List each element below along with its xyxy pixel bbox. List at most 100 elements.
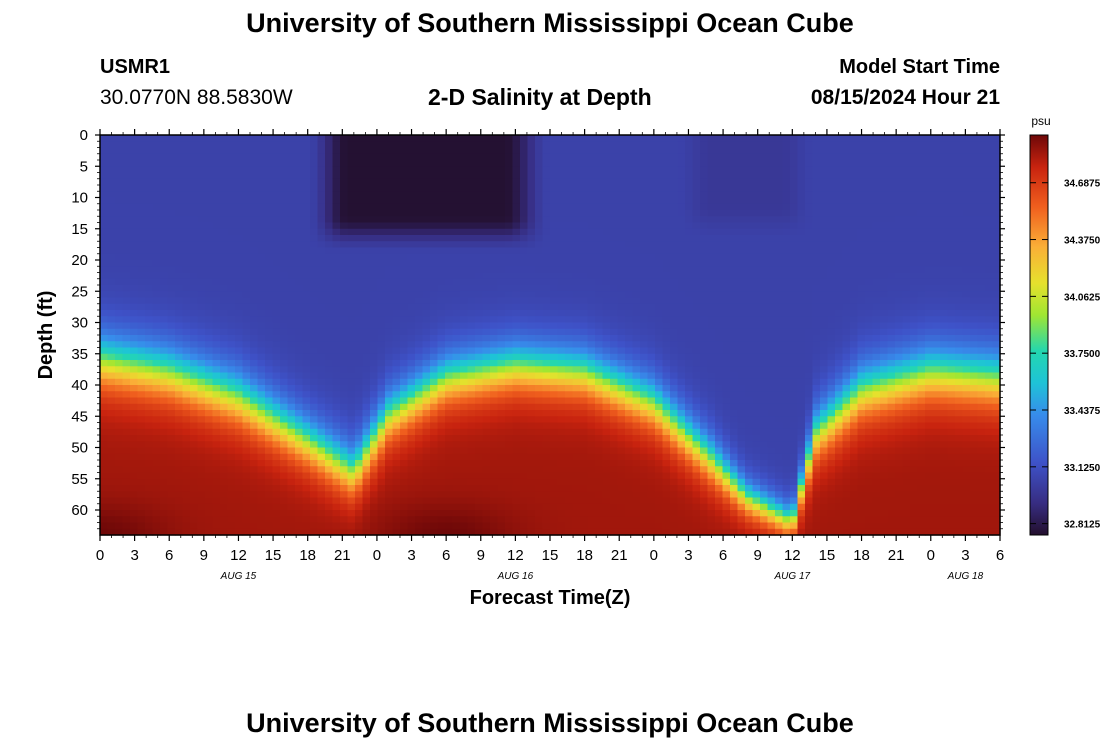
heatmap-cell (460, 391, 469, 399)
heatmap-cell (392, 422, 401, 430)
heatmap-cell (332, 491, 341, 499)
heatmap-cell (430, 497, 439, 505)
heatmap-cell (655, 310, 664, 317)
heatmap-cell (392, 366, 401, 374)
heatmap-cell (662, 447, 671, 455)
heatmap-cell (325, 491, 334, 499)
heatmap-cell (317, 341, 326, 349)
heatmap-cell (677, 422, 686, 430)
heatmap-cell (370, 416, 379, 424)
heatmap-cell (272, 366, 281, 374)
heatmap-cell (107, 147, 116, 155)
heatmap-cell (122, 441, 131, 449)
heatmap-cell (677, 141, 686, 149)
heatmap-cell (407, 210, 416, 217)
heatmap-cell (310, 178, 319, 186)
heatmap-cell (197, 491, 206, 499)
heatmap-cell (107, 166, 116, 174)
heatmap-cell (347, 416, 356, 424)
heatmap-cell (407, 522, 416, 530)
heatmap-cell (602, 310, 611, 317)
heatmap-cell (115, 416, 124, 424)
heatmap-cell (587, 178, 596, 186)
heatmap-cell (430, 135, 439, 142)
heatmap-cell (355, 335, 364, 342)
heatmap-cell (430, 328, 439, 336)
heatmap-cell (167, 310, 176, 317)
heatmap-cell (662, 253, 671, 261)
heatmap-cell (430, 391, 439, 399)
heatmap-cell (392, 166, 401, 174)
heatmap-cell (175, 478, 184, 486)
heatmap-cell (632, 241, 641, 249)
heatmap-cell (107, 316, 116, 324)
heatmap-cell (677, 322, 686, 330)
heatmap-cell (340, 228, 349, 236)
heatmap-cell (370, 422, 379, 430)
heatmap-cell (572, 303, 581, 311)
heatmap-cell (257, 166, 266, 174)
heatmap-cell (235, 135, 244, 142)
heatmap-cell (167, 441, 176, 449)
heatmap-cell (220, 347, 229, 355)
heatmap-cell (557, 291, 566, 299)
heatmap-cell (130, 441, 139, 449)
heatmap-cell (317, 497, 326, 505)
heatmap-cell (362, 216, 371, 224)
heatmap-cell (122, 191, 131, 199)
heatmap-cell (467, 166, 476, 174)
heatmap-cell (550, 185, 559, 192)
heatmap-cell (250, 391, 259, 399)
heatmap-cell (595, 328, 604, 336)
heatmap-cell (392, 447, 401, 455)
heatmap-cell (505, 372, 514, 380)
heatmap-cell (317, 241, 326, 249)
heatmap-cell (557, 491, 566, 499)
heatmap-cell (460, 147, 469, 155)
heatmap-cell (422, 416, 431, 424)
heatmap-cell (452, 216, 461, 224)
heatmap-cell (460, 335, 469, 342)
heatmap-cell (595, 422, 604, 430)
heatmap-cell (437, 247, 446, 255)
heatmap-cell (325, 328, 334, 336)
heatmap-cell (460, 241, 469, 249)
heatmap-cell (422, 172, 431, 180)
heatmap-cell (107, 210, 116, 217)
heatmap-cell (220, 191, 229, 199)
heatmap-cell (205, 272, 214, 280)
heatmap-cell (520, 522, 529, 530)
heatmap-cell (520, 372, 529, 380)
heatmap-cell (242, 278, 251, 286)
heatmap-cell (340, 260, 349, 267)
heatmap-cell (542, 466, 551, 474)
heatmap-cell (287, 222, 296, 230)
heatmap-cell (565, 360, 574, 367)
heatmap-cell (197, 147, 206, 155)
heatmap-cell (467, 422, 476, 430)
heatmap-cell (205, 391, 214, 399)
heatmap-cell (587, 260, 596, 267)
heatmap-cell (415, 522, 424, 530)
heatmap-cell (625, 235, 634, 242)
heatmap-cell (602, 291, 611, 299)
heatmap-cell (520, 403, 529, 411)
heatmap-cell (580, 416, 589, 424)
heatmap-cell (362, 203, 371, 211)
heatmap-cell (512, 222, 521, 230)
heatmap-cell (242, 135, 251, 142)
heatmap-cell (107, 460, 116, 467)
heatmap-cell (467, 491, 476, 499)
heatmap-cell (595, 185, 604, 192)
heatmap-cell (467, 528, 476, 536)
heatmap-cell (325, 191, 334, 199)
heatmap-cell (167, 303, 176, 311)
heatmap-cell (512, 485, 521, 492)
heatmap-cell (265, 310, 274, 317)
heatmap-cell (347, 197, 356, 205)
heatmap-cell (610, 453, 619, 461)
heatmap-cell (325, 160, 334, 167)
heatmap-cell (100, 397, 109, 405)
heatmap-cell (527, 216, 536, 224)
heatmap-cell (385, 272, 394, 280)
